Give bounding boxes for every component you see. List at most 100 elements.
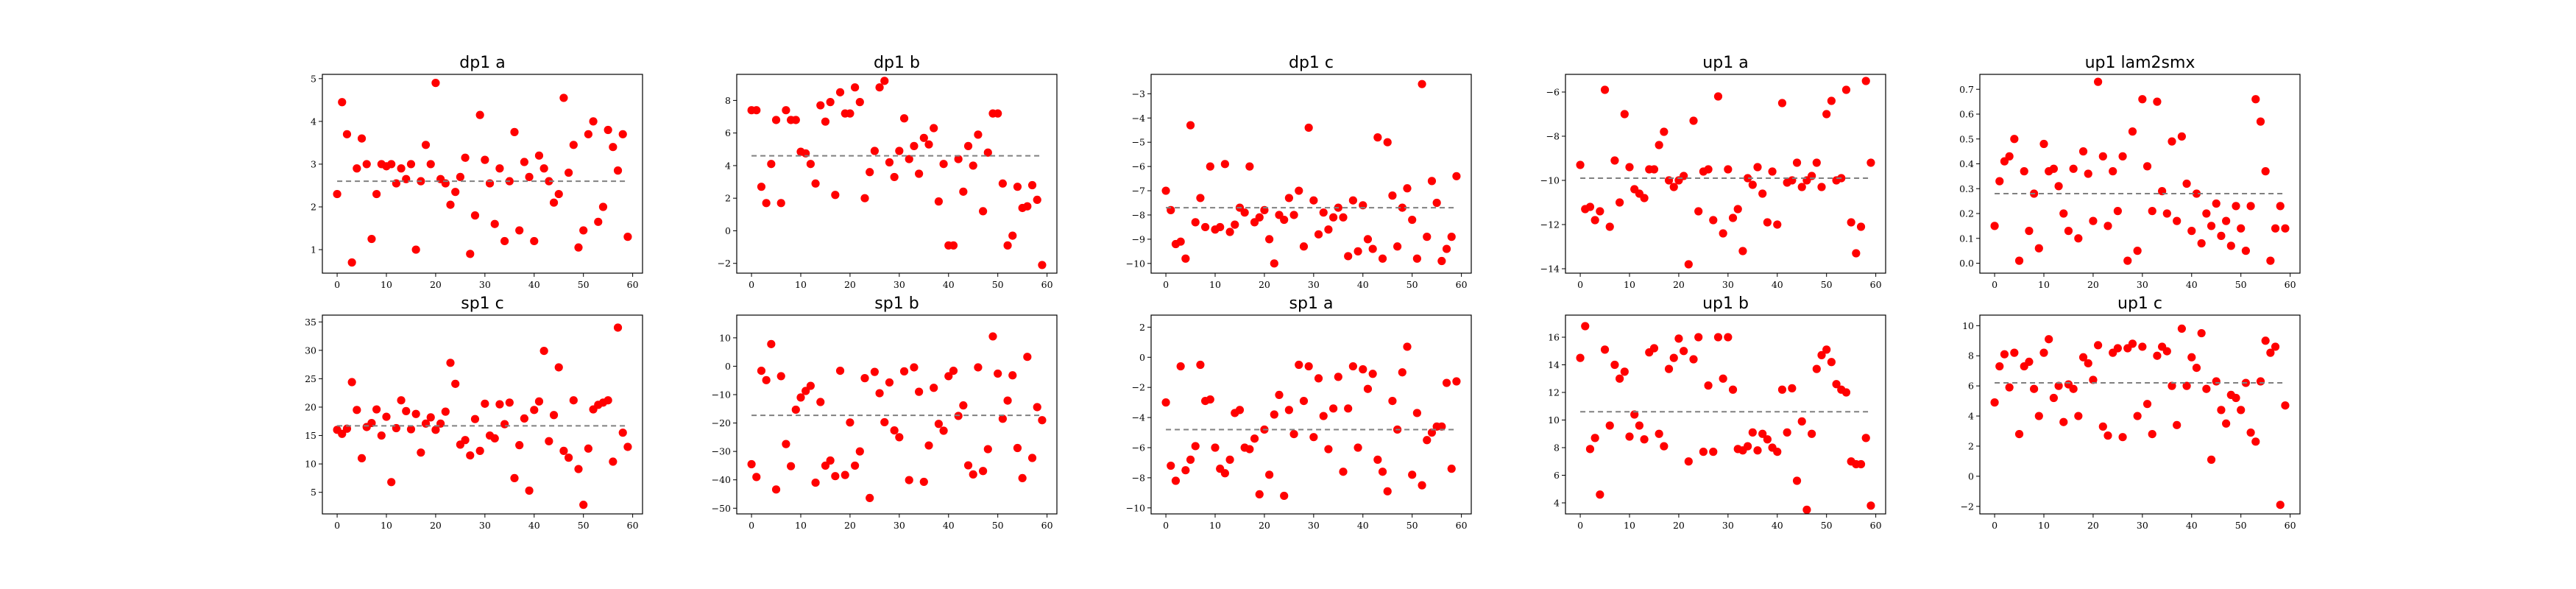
data-point xyxy=(2281,401,2290,410)
data-point xyxy=(1423,233,1432,241)
x-tick-label: 40 xyxy=(1772,520,1783,531)
data-point xyxy=(959,401,968,410)
data-point xyxy=(1590,434,1599,442)
data-point xyxy=(609,457,618,466)
data-point xyxy=(2251,437,2260,446)
data-point xyxy=(1625,163,1634,172)
data-point xyxy=(767,160,776,169)
data-point xyxy=(426,413,435,422)
data-point xyxy=(1023,202,1032,211)
data-point xyxy=(1309,196,1318,205)
y-tick-label: −6 xyxy=(1132,161,1145,172)
data-point xyxy=(1689,116,1698,125)
data-point xyxy=(1348,361,1357,371)
data-point xyxy=(2039,139,2048,149)
y-tick-label: 0.4 xyxy=(1959,158,1974,169)
data-point xyxy=(1250,434,1259,443)
data-point xyxy=(816,398,825,406)
data-point xyxy=(1225,228,1234,236)
x-tick-label: 50 xyxy=(1821,279,1833,290)
data-point xyxy=(1694,333,1703,342)
data-point xyxy=(357,134,367,143)
data-point xyxy=(362,160,371,169)
data-point xyxy=(2005,152,2014,161)
data-point xyxy=(1027,180,1037,190)
data-point xyxy=(1314,374,1323,383)
data-point xyxy=(569,396,578,405)
data-point xyxy=(1585,202,1595,211)
data-point xyxy=(2133,412,2142,420)
y-tick-label: 5 xyxy=(311,487,316,498)
data-point xyxy=(1680,347,1688,356)
x-tick-label: 30 xyxy=(479,279,491,290)
data-point xyxy=(475,110,484,119)
data-point xyxy=(589,117,598,126)
data-point xyxy=(934,197,943,206)
data-point xyxy=(762,199,771,208)
y-tick-label: 0.2 xyxy=(1959,208,1974,219)
data-point xyxy=(490,434,499,443)
data-point xyxy=(1437,256,1446,266)
y-tick-label: 10 xyxy=(1962,320,1974,331)
data-point xyxy=(1719,374,1727,383)
data-point xyxy=(1856,222,1866,231)
data-point xyxy=(2251,95,2260,104)
x-tick-label: 60 xyxy=(2285,279,2296,290)
x-tick-label: 0 xyxy=(1577,279,1583,290)
data-points xyxy=(1990,324,2290,509)
data-point xyxy=(411,409,420,418)
data-point xyxy=(2118,433,2127,442)
data-point xyxy=(2084,169,2092,178)
data-point xyxy=(1709,448,1718,456)
x-tick-label: 60 xyxy=(627,279,639,290)
x-tick-label: 50 xyxy=(992,520,1004,531)
x-tick-label: 20 xyxy=(430,279,442,290)
data-point xyxy=(2266,348,2275,357)
data-point xyxy=(899,367,909,375)
data-point xyxy=(1748,180,1757,189)
data-point xyxy=(1275,390,1284,400)
y-tick-label: 4 xyxy=(1554,498,1560,509)
data-point xyxy=(1348,196,1357,205)
y-tick-label: 4 xyxy=(725,160,731,171)
data-point xyxy=(998,179,1007,188)
data-point xyxy=(1373,133,1382,142)
data-point xyxy=(1344,252,1353,261)
data-point xyxy=(534,151,544,160)
data-point xyxy=(2034,244,2043,253)
data-point xyxy=(510,127,519,136)
data-point xyxy=(347,258,356,267)
data-point xyxy=(1442,244,1451,253)
data-point xyxy=(1783,428,1791,437)
plot-frame xyxy=(1150,314,1472,515)
plot-frame xyxy=(1565,74,1886,274)
data-point xyxy=(1018,473,1027,483)
y-tick-label: −20 xyxy=(712,417,731,428)
data-point xyxy=(2084,359,2092,368)
data-point xyxy=(2192,363,2201,373)
data-point xyxy=(1437,422,1446,431)
data-point xyxy=(2217,231,2226,240)
data-point xyxy=(791,116,800,124)
data-point xyxy=(1610,360,1619,370)
data-point xyxy=(924,140,933,149)
data-point xyxy=(1713,92,1723,101)
data-point xyxy=(2034,412,2043,420)
data-point xyxy=(1852,249,1861,258)
data-point xyxy=(1181,254,1190,263)
data-point xyxy=(1280,491,1289,501)
data-point xyxy=(1841,85,1851,94)
x-tick-label: 20 xyxy=(844,279,856,290)
data-point xyxy=(2069,164,2078,173)
data-point xyxy=(782,440,790,448)
x-tick-label: 10 xyxy=(2038,520,2050,531)
data-point xyxy=(421,141,431,149)
data-point xyxy=(1368,244,1377,253)
data-point xyxy=(802,387,810,395)
y-tick-label: 0 xyxy=(725,225,731,236)
data-point xyxy=(1378,254,1387,263)
data-point xyxy=(2271,224,2280,233)
data-point xyxy=(1171,476,1181,485)
data-point xyxy=(1206,162,1214,171)
